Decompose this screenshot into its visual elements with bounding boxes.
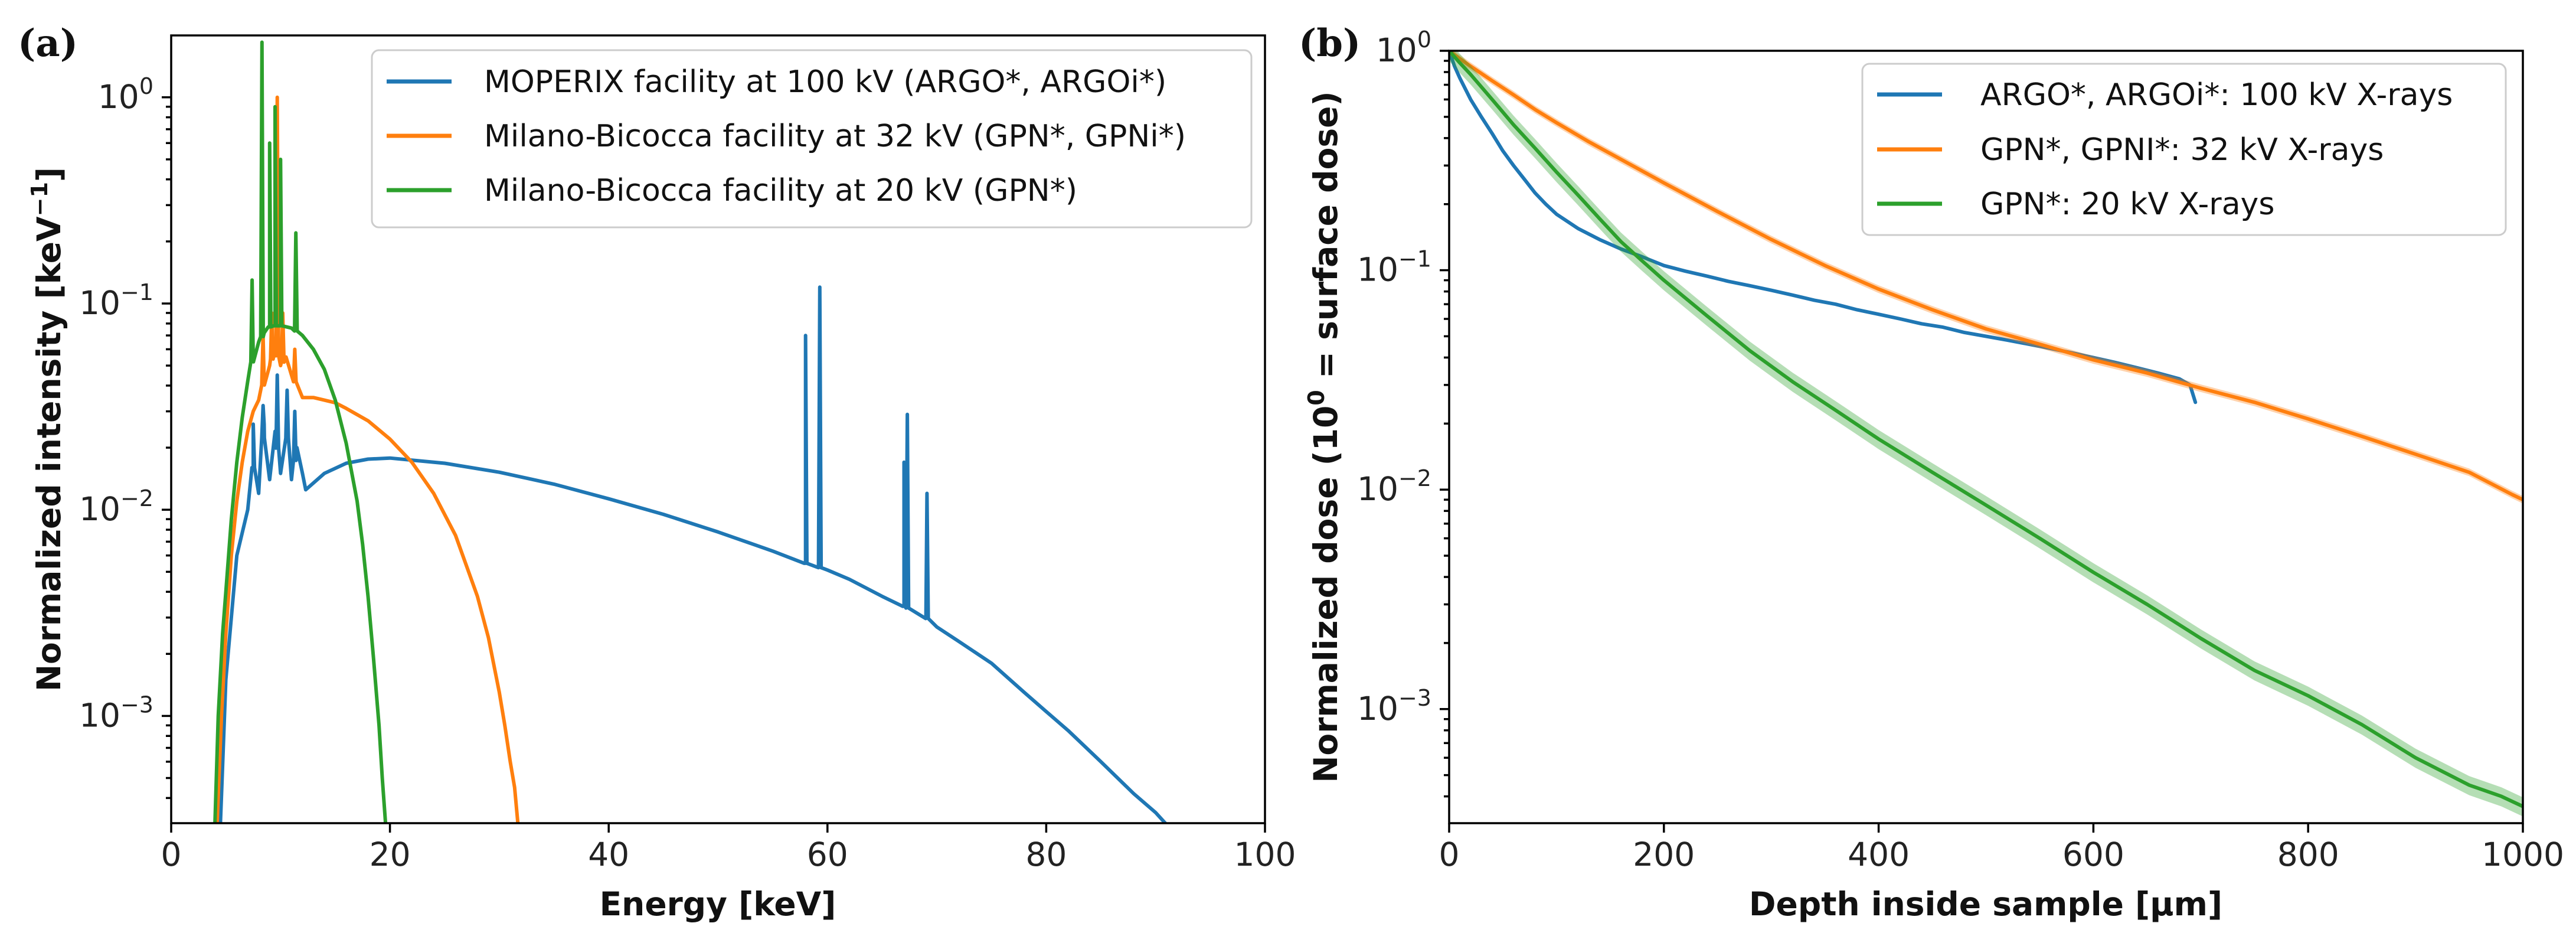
panel-b-xtick-label: 0 bbox=[1439, 836, 1460, 873]
legend-a-bicocca-32kv: Milano-Bicocca facility at 32 kV (GPN*, … bbox=[484, 119, 1186, 154]
panel-b-xtick-label: 800 bbox=[2277, 836, 2339, 873]
panel-a-series-orange-line bbox=[215, 95, 520, 823]
panel-a-xtick-label: 100 bbox=[1234, 836, 1296, 873]
panel-a-ylabel-superscript: −1 bbox=[27, 182, 53, 216]
panel-a-axes-frame bbox=[170, 34, 1266, 824]
panel-a-series-blue-line bbox=[218, 285, 1168, 823]
panel-a-ylabel: Normalized intensity [keV−1] bbox=[27, 167, 68, 691]
legend-b-argo: ARGO*, ARGOi*: 100 kV X-rays bbox=[1980, 77, 2453, 113]
panel-b-xtick-label: 200 bbox=[1633, 836, 1695, 873]
panel-b-xtick-label: 1000 bbox=[2482, 836, 2564, 873]
panel-a-label: (a) bbox=[18, 21, 78, 66]
panel-b-ytick-label: 100 bbox=[1376, 27, 1431, 69]
panel-a-ytick-label: 100 bbox=[98, 73, 153, 116]
panel-b-series-orange-line bbox=[1449, 51, 2523, 502]
panel-b-series-green-line bbox=[1449, 51, 2523, 808]
panel-b-depth-dose: (b) 0 200 400 600 800 1000 100 10−1 10−2 10−3 Dep… bbox=[1299, 21, 2564, 923]
legend-a-moperix: MOPERIX facility at 100 kV (ARGO*, ARGOi… bbox=[484, 64, 1166, 100]
panel-b-ylabel-start: Normalized dose (10 bbox=[1307, 406, 1345, 783]
panel-a-xtick-label: 20 bbox=[370, 836, 411, 873]
panel-a-energy-spectra: (a) 0 20 40 60 80 100 100 10−1 10−2 10−3 Energy [… bbox=[18, 21, 1296, 923]
panel-a-series-green-line bbox=[213, 40, 388, 823]
panel-a-legend: MOPERIX facility at 100 kV (ARGO*, ARGOi… bbox=[371, 49, 1253, 229]
legend-b-gpn-20kv: GPN*: 20 kV X-rays bbox=[1980, 187, 2274, 222]
panel-a-ytick-label: 10−2 bbox=[79, 485, 153, 528]
panel-b-label: (b) bbox=[1299, 21, 1361, 66]
panel-b-ytick-label: 10−1 bbox=[1357, 246, 1431, 289]
legend-a-bicocca-20kv: Milano-Bicocca facility at 20 kV (GPN*) bbox=[484, 173, 1077, 208]
panel-a-ytick-label: 10−3 bbox=[79, 691, 153, 734]
panel-b-legend: ARGO*, ARGOi*: 100 kV X-rays GPN*, GPNI*… bbox=[1861, 63, 2507, 236]
panel-a-xtick-label: 80 bbox=[1025, 836, 1067, 873]
panel-a-ytick-label: 10−1 bbox=[79, 279, 153, 322]
panel-a-xtick-label: 0 bbox=[161, 836, 182, 873]
panel-b-plot-area bbox=[1449, 51, 2523, 817]
panel-b-xtick-label: 400 bbox=[1848, 836, 1910, 873]
panel-a-ylabel-main: Normalized intensity [keV bbox=[30, 216, 68, 691]
panel-a-xtick-label: 60 bbox=[807, 836, 848, 873]
panel-a-ylabel-end: ] bbox=[30, 167, 68, 182]
panel-a-xlabel: Energy [keV] bbox=[600, 885, 836, 923]
panel-b-xlabel: Depth inside sample [μm] bbox=[1749, 885, 2222, 923]
panel-b-ytick-label: 10−3 bbox=[1357, 685, 1431, 728]
panel-b-ylabel-superscript: 0 bbox=[1303, 390, 1329, 405]
panel-a-xtick-label: 40 bbox=[588, 836, 629, 873]
panel-b-ylabel: Normalized dose (100 = surface dose) bbox=[1303, 91, 1345, 782]
panel-b-legend-box bbox=[1861, 63, 2507, 236]
panel-b-xtick-label: 600 bbox=[2062, 836, 2124, 873]
panel-b-ytick-label: 10−2 bbox=[1357, 465, 1431, 508]
panel-b-ylabel-end: = surface dose) bbox=[1307, 91, 1345, 390]
panel-b-axes-frame bbox=[1448, 50, 2524, 824]
panel-a-plot-area bbox=[213, 40, 1168, 823]
panel-a-legend-box bbox=[371, 49, 1253, 229]
legend-b-gpn-32kv: GPN*, GPNI*: 32 kV X-rays bbox=[1980, 132, 2384, 168]
